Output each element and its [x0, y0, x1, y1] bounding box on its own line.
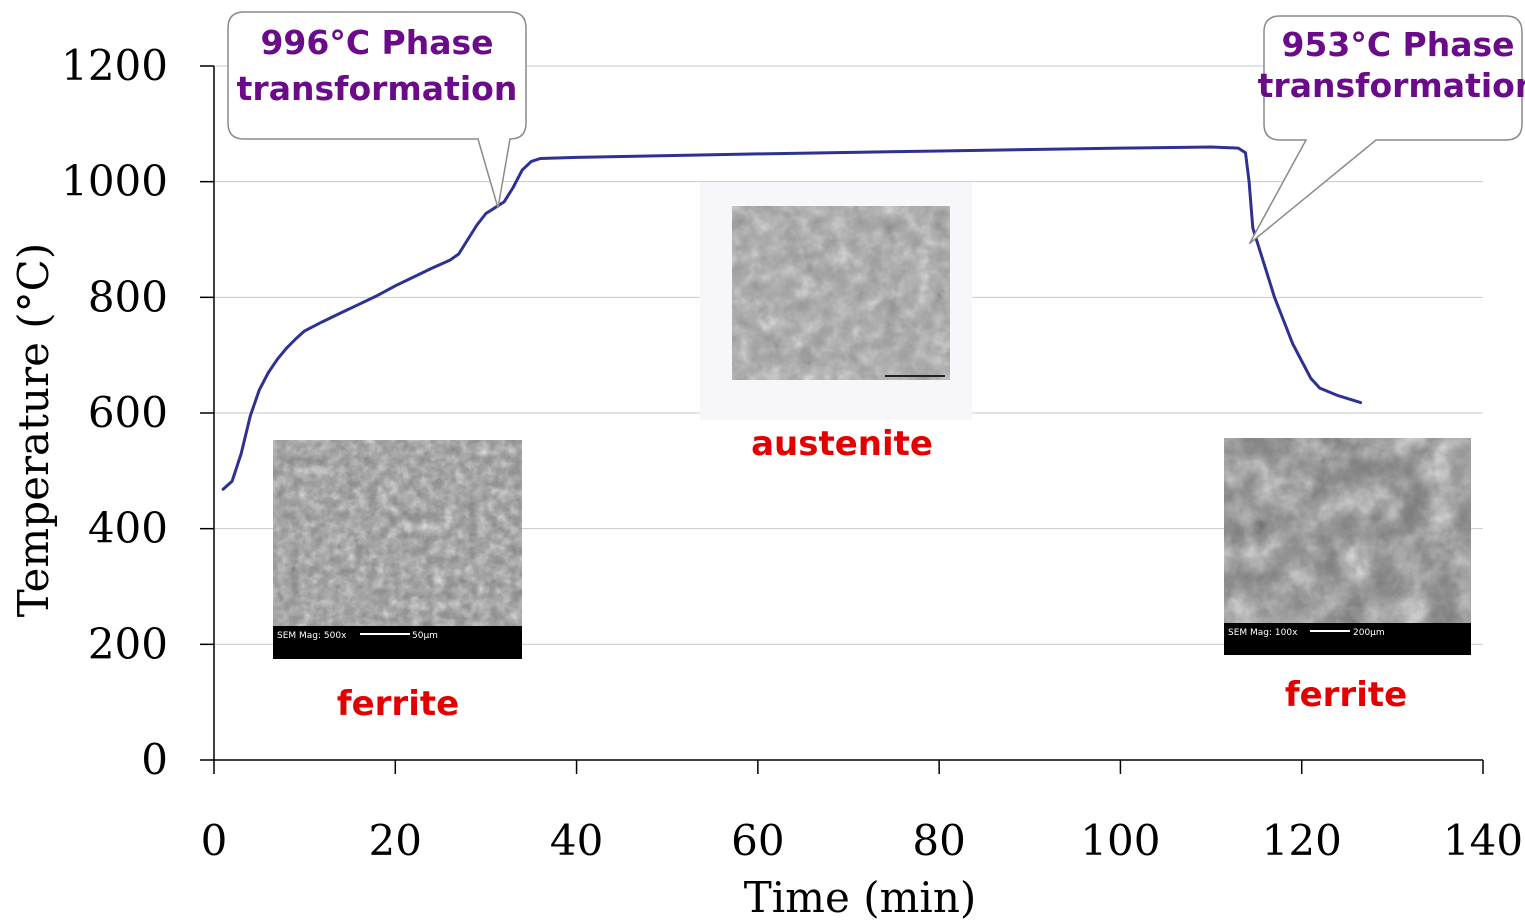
- callout-953-phase-transformation: 953°C Phase transformation: [1248, 15, 1525, 245]
- callout-2-line-2: transformation: [1258, 66, 1525, 105]
- y-axis-title: Temperature (°C): [9, 243, 58, 617]
- callout-1-line-2: transformation: [237, 69, 518, 108]
- x-tick-label-60: 60: [731, 816, 784, 865]
- phase-label-ferrite-initial: ferrite: [337, 684, 459, 724]
- sem-caption-1: SEM Mag: 500x: [277, 631, 347, 641]
- callout-996-phase-transformation: 996°C Phase transformation: [227, 11, 527, 209]
- y-tick-label-1000: 1000: [61, 157, 168, 206]
- micrograph-ferrite-final: SEM Mag: 100x 200µm: [1224, 438, 1471, 655]
- x-tick-label-80: 80: [912, 816, 965, 865]
- x-tick-label-100: 100: [1080, 816, 1160, 865]
- x-tick-label-0: 0: [201, 816, 228, 865]
- callout-2-line-1: 953°C Phase: [1281, 25, 1514, 64]
- y-tick-label-400: 400: [88, 504, 168, 553]
- x-tick-label-20: 20: [369, 816, 422, 865]
- y-tick-label-0: 0: [141, 735, 168, 784]
- micrograph-austenite: [700, 183, 972, 420]
- x-tick-label-140: 140: [1443, 816, 1523, 865]
- micrograph-ferrite-initial: SEM Mag: 500x 50µm: [273, 440, 522, 659]
- y-tick-label-200: 200: [88, 619, 168, 668]
- y-tick-label-800: 800: [88, 272, 168, 321]
- callout-bubble-2: [1248, 15, 1523, 245]
- phase-label-ferrite-final: ferrite: [1285, 675, 1407, 715]
- sem-scale-3: 200µm: [1353, 628, 1385, 638]
- y-tick-label-600: 600: [88, 388, 168, 437]
- sem-caption-3: SEM Mag: 100x: [1228, 628, 1298, 638]
- x-tick-labels: 0 20 40 60 80 100 120 140: [201, 760, 1523, 865]
- x-tick-label-40: 40: [550, 816, 603, 865]
- callout-1-line-1: 996°C Phase: [260, 23, 493, 62]
- callout-bubble-1: [227, 11, 527, 209]
- y-tick-label-1200: 1200: [61, 41, 168, 90]
- x-tick-label-120: 120: [1262, 816, 1342, 865]
- x-axis-title: Time (min): [744, 873, 977, 921]
- temperature-series-line: [221, 145, 1363, 491]
- y-tick-labels: 0 200 400 600 800 1000 1200: [61, 41, 214, 784]
- sem-scale-1: 50µm: [412, 631, 438, 641]
- phase-label-austenite: austenite: [751, 424, 933, 464]
